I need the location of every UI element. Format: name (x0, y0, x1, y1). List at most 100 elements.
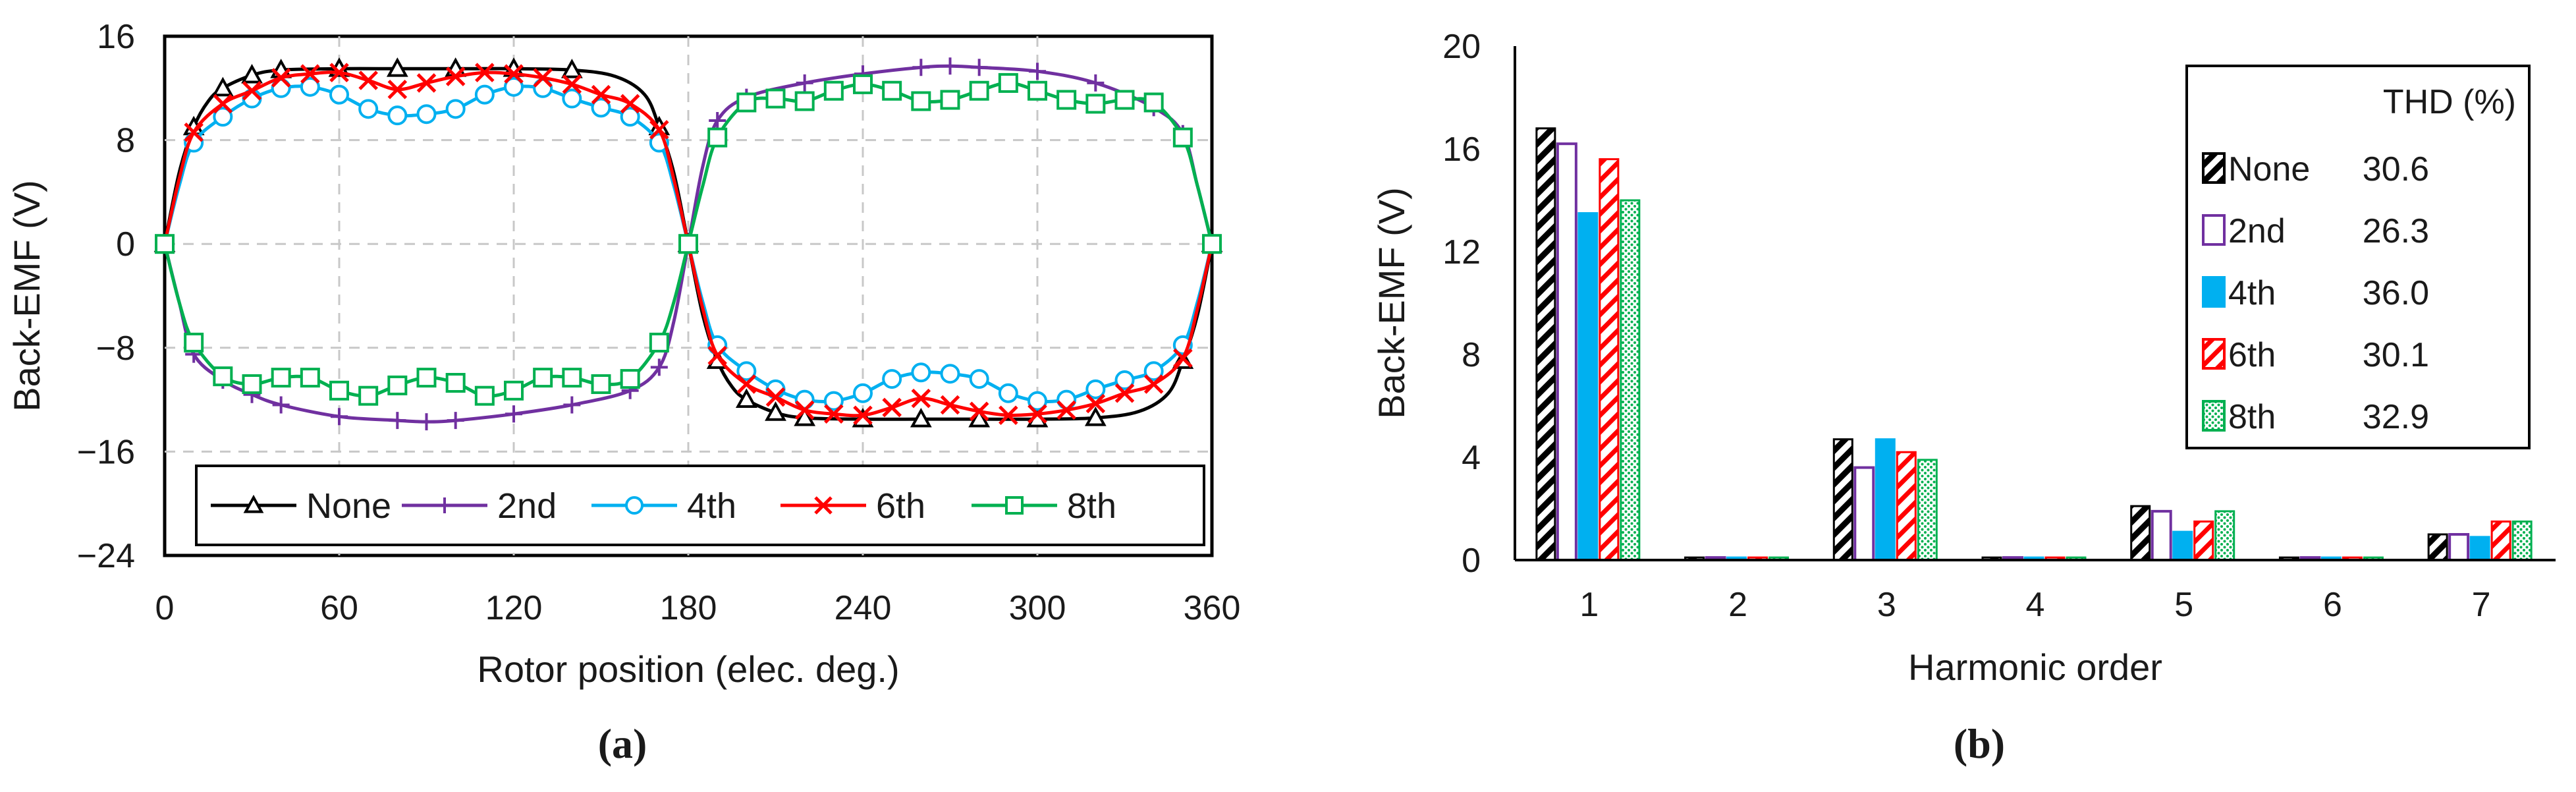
panel-a-point (1085, 94, 1106, 114)
panel-a-point (533, 68, 553, 88)
panel-a-y-tick-labels: 16 8 0 −8 −16 −24 (77, 18, 135, 575)
panel-a-point (824, 404, 844, 424)
panel-a-point (447, 412, 464, 430)
panel-a-point (1173, 348, 1193, 368)
panel-a-point (1028, 80, 1047, 101)
panel-a-point (1056, 400, 1076, 420)
panel-b-legend-swatch (2202, 338, 2226, 370)
panel-b-bar-6th (2193, 521, 2214, 561)
panel-a-point (211, 76, 234, 97)
panel-a-legend-label: None (306, 486, 391, 526)
panel-a-point (300, 368, 320, 388)
panel-a-point (940, 364, 960, 384)
panel-a-point (562, 74, 582, 94)
panel-b-x-tick-label: 2 (1728, 586, 1747, 624)
panel-a-point (445, 372, 466, 393)
panel-a-point (272, 396, 290, 414)
panel-a-point (912, 59, 930, 76)
panel-a-ylabel: Back-EMF (V) (6, 180, 47, 412)
panel-a-point (445, 99, 466, 119)
panel-a-y-tick-label: 0 (116, 225, 135, 264)
panel-b-xlabel: Harmonic order (1908, 646, 2162, 688)
panel-a-point (999, 405, 1018, 426)
panel-a-point (591, 374, 611, 394)
panel-a-point (620, 369, 640, 389)
panel-a-point (969, 401, 989, 422)
panel-a-point (794, 407, 816, 426)
panel-b-caption: (b) (1954, 720, 2005, 767)
panel-b-y-tick-label: 12 (1442, 233, 1481, 271)
panel-a-y-tick-label: 8 (116, 122, 135, 160)
panel-b-legend-thd: 32.9 (2363, 398, 2429, 436)
panel-a-point (882, 397, 902, 418)
panel-b-y-tick-label: 0 (1462, 542, 1481, 580)
panel-a-point (940, 395, 960, 415)
panel-b-legend-thd: 30.1 (2363, 336, 2429, 374)
panel-b-legend-label: 2nd (2228, 212, 2286, 250)
panel-a-point (1143, 92, 1164, 113)
panel-b-legend-swatch (2202, 214, 2226, 246)
panel-a-point (649, 332, 669, 353)
panel-b-y-tick-label: 8 (1462, 336, 1481, 374)
panel-a-point (911, 388, 931, 409)
panel-a-point (242, 80, 262, 101)
panel-a-x-tick-label: 240 (835, 589, 892, 627)
panel-a-x-tick-label: 180 (660, 589, 717, 627)
panel-a-point (678, 234, 698, 254)
panel-a-point (620, 107, 640, 127)
panel-a-point (1028, 391, 1047, 411)
panel-a-point (736, 374, 757, 394)
panel-a-point (241, 63, 263, 84)
panel-b-bar-4th (1577, 212, 1599, 561)
panel-a-x-tick-label: 300 (1009, 589, 1066, 627)
panel-a-point (563, 396, 581, 414)
panel-a-point (155, 234, 175, 254)
panel-a-point (387, 375, 408, 395)
panel-a-legend-marker-circle (625, 496, 644, 515)
panel-a-y-tick-label: −16 (77, 433, 135, 471)
panel-a-x-tick-label: 0 (155, 589, 175, 627)
panel-a-point (505, 405, 522, 423)
panel-a-point (709, 112, 726, 130)
panel-a-point (969, 369, 989, 389)
panel-a-point (358, 99, 379, 119)
panel-a-point (794, 400, 815, 420)
panel-b-legend-swatch (2202, 152, 2226, 184)
panel-a-point (387, 105, 408, 126)
panel-b-bar-2nd (1556, 142, 1577, 561)
panel-b-bar-4th (1875, 438, 1896, 561)
panel-b-x-tick-label: 3 (1877, 586, 1896, 624)
panel-a-point (853, 383, 873, 403)
panel-a-line-chart: 16 8 0 −8 −16 −24 0 60 120 180 240 300 360 Back-EMF… (6, 18, 1240, 767)
panel-a-point (389, 412, 406, 430)
panel-a-point (416, 73, 437, 93)
panel-b-bar-4th (2469, 536, 2490, 561)
panel-a-legend-label: 8th (1067, 486, 1116, 526)
panel-a-point (794, 91, 815, 111)
panel-a-point (1028, 404, 1047, 424)
panel-a-point (300, 76, 320, 97)
panel-a-point (736, 361, 757, 382)
panel-b-legend-thd: 36.0 (2363, 274, 2429, 312)
panel-b-bar-none (1535, 127, 1556, 561)
panel-b-bar-8th (1620, 199, 1641, 561)
panel-a-point (853, 405, 873, 426)
panel-b-x-tick-label: 6 (2323, 586, 2342, 624)
panel-b-bar-8th (1917, 459, 1938, 561)
panel-a-point (707, 127, 728, 148)
panel-b-y-tick-labels: 20 16 12 8 4 0 (1442, 28, 1481, 580)
panel-a-xlabel: Rotor position (elec. deg.) (477, 648, 899, 690)
panel-a-point (882, 369, 902, 389)
panel-a-point (736, 92, 757, 113)
panel-a-point (271, 368, 291, 388)
panel-a-point (271, 68, 291, 88)
panel-b-bar-4th (2172, 530, 2193, 561)
panel-a-point (561, 59, 583, 78)
panel-a-point (796, 74, 813, 92)
panel-a-point (591, 98, 611, 118)
panel-a-point (591, 84, 611, 105)
panel-b-bar-6th (1599, 158, 1620, 561)
panel-a-point (911, 91, 931, 111)
panel-a-point (474, 84, 495, 105)
